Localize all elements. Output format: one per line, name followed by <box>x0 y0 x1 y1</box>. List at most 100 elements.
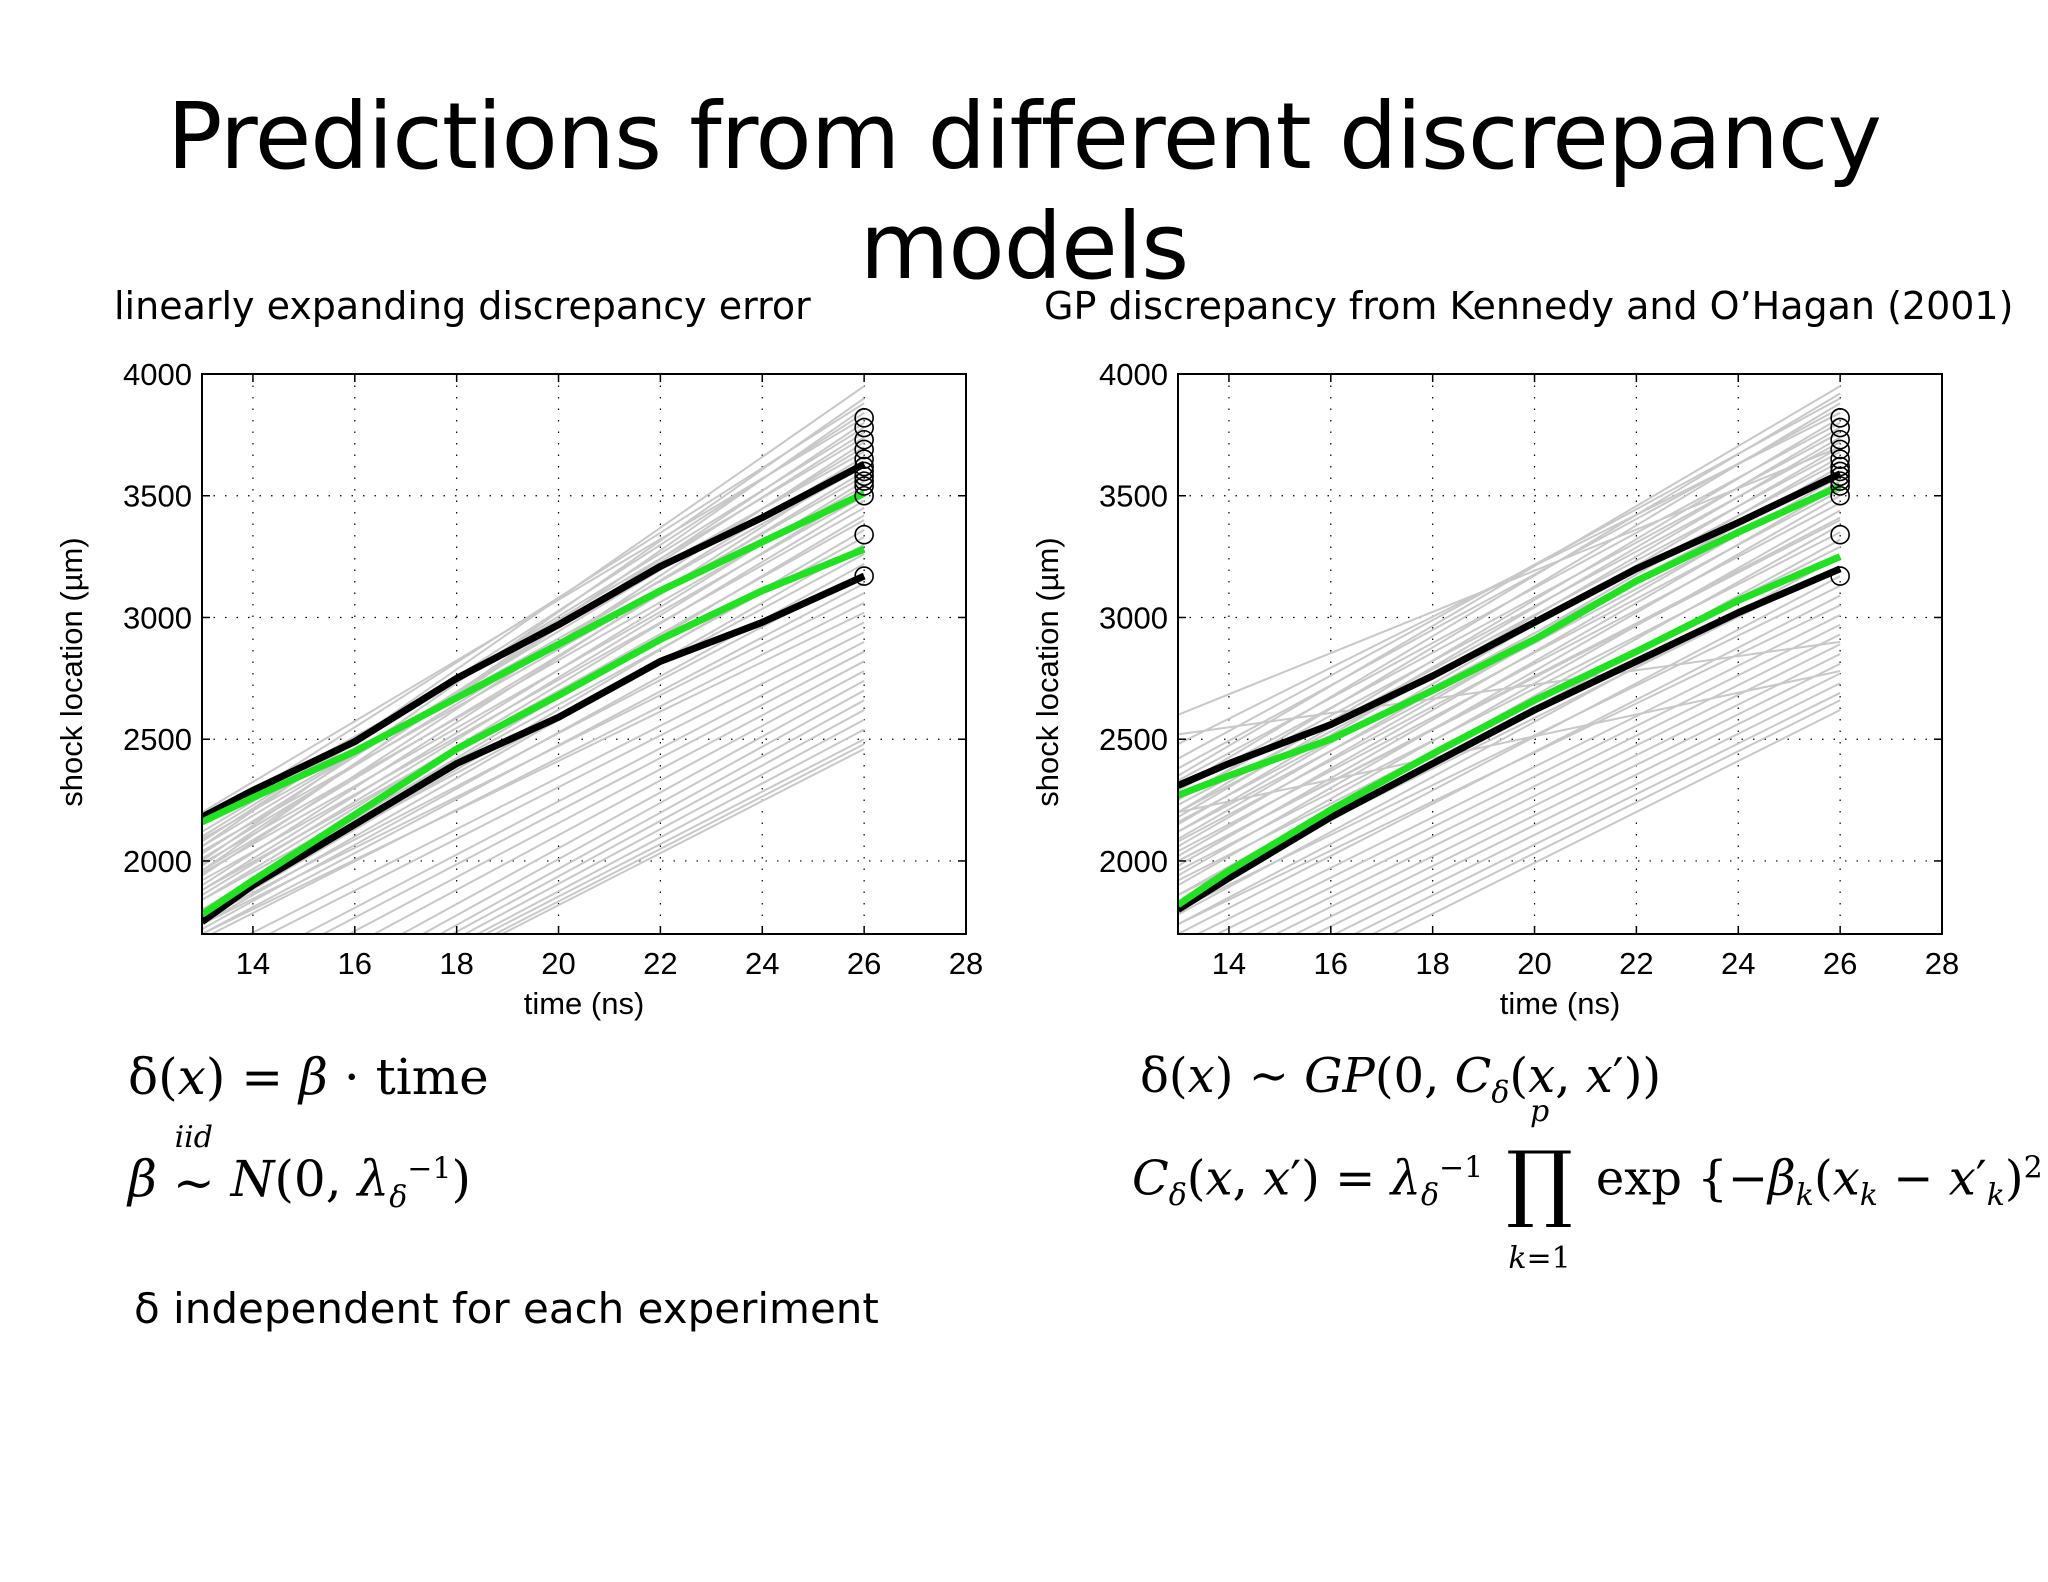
series-line-lower-black <box>202 572 866 925</box>
observation-marker <box>854 566 874 586</box>
ensemble-line <box>1178 670 1841 814</box>
x-tick-label: 16 <box>338 946 372 981</box>
ensemble-line <box>493 743 865 934</box>
observation-marker <box>1830 408 1850 428</box>
ensemble-line <box>209 601 865 934</box>
ensemble-line <box>202 507 865 882</box>
x-tick-label: 20 <box>1517 946 1551 981</box>
ensemble-line <box>202 460 865 887</box>
x-tick-label: 26 <box>847 946 881 981</box>
series-line-lower-green <box>1178 553 1842 908</box>
observation-marker <box>854 449 874 470</box>
observation-marker <box>854 471 874 491</box>
y-tick-label: 3500 <box>123 479 192 514</box>
observation-marker <box>854 476 874 496</box>
series-line-upper-green <box>202 490 866 826</box>
plot-frame <box>1177 373 1943 935</box>
ensemble-line <box>1178 446 1841 716</box>
ensemble-line <box>499 748 865 934</box>
ensemble-line <box>202 465 865 840</box>
observation-marker <box>854 485 874 506</box>
observation-marker <box>1830 485 1850 506</box>
observation-marker <box>1830 476 1850 496</box>
observation-marker <box>854 439 874 460</box>
y-axis-label: shock location (µm) <box>1036 537 1065 806</box>
ensemble-line <box>1178 584 1841 911</box>
x-tick-label: 28 <box>949 946 983 981</box>
ensemble-line <box>202 470 865 872</box>
observation-marker <box>1830 471 1850 491</box>
right-chart: 14 16 18 20 22 24 26 28 2000 2500 3000 3500 4000 time… <box>1036 360 1959 1021</box>
ensemble-line <box>1313 672 1841 934</box>
observation-marker <box>1830 466 1850 487</box>
y-tick-label: 4000 <box>123 360 192 392</box>
ensemble-line <box>372 670 865 934</box>
ensemble-line <box>266 631 865 934</box>
series-line-lower-black <box>1178 565 1842 913</box>
ensemble-line <box>1178 489 1841 843</box>
x-tick-label: 16 <box>1314 946 1348 981</box>
ensemble-line <box>202 611 865 934</box>
y-axis-label: shock location (µm) <box>60 537 89 806</box>
observation-marker <box>1830 439 1850 460</box>
observation-marker <box>1830 566 1850 586</box>
left-panel-title: linearly expanding discrepancy error <box>114 284 811 328</box>
ensemble-line <box>483 738 865 934</box>
ensemble-line <box>202 499 865 901</box>
observation-marker <box>1830 417 1850 438</box>
x-tick-label: 24 <box>1721 946 1755 981</box>
ensemble-line <box>399 679 865 934</box>
y-tick-label: 3500 <box>1099 479 1168 514</box>
series-line-upper-black <box>202 460 866 821</box>
ensemble-line <box>202 572 865 921</box>
observation-marker <box>854 466 874 487</box>
ensemble-line <box>202 416 865 814</box>
y-tick-label: 2500 <box>1099 722 1168 757</box>
ensemble-line <box>1178 604 1841 926</box>
ensemble-line <box>1254 643 1841 934</box>
ensemble-line <box>1178 502 1841 853</box>
ensemble-line <box>1178 640 1841 736</box>
ensemble-line <box>1178 575 1841 926</box>
x-tick-label: 28 <box>1925 946 1959 981</box>
ensemble-line <box>1273 653 1841 934</box>
ensemble-line <box>1178 509 1841 887</box>
y-tick-label: 3000 <box>123 600 192 635</box>
observation-marker <box>854 461 874 482</box>
ensemble-line <box>1195 614 1841 934</box>
ensemble-line <box>1178 519 1841 862</box>
left-equation-discrepancy: δ(x) = β · time <box>128 1048 489 1106</box>
ensemble-line <box>438 699 865 934</box>
observation-marker <box>854 429 874 450</box>
ensemble-line <box>1178 412 1841 745</box>
right-panel-title: GP discrepancy from Kennedy and O’Hagan … <box>1044 284 2014 328</box>
y-tick-label: 3000 <box>1099 600 1168 635</box>
ensemble-line <box>202 592 865 926</box>
ensemble-line <box>1178 494 1841 877</box>
ensemble-line <box>1352 692 1841 934</box>
x-tick-label: 22 <box>643 946 677 981</box>
ensemble-line <box>1332 682 1841 934</box>
right-equation-covariance: Cδ(x, x′) = λδ−1 p ∏ k=1 exp {−βk(xk − x′k… <box>1132 1094 2048 1276</box>
right-equation-gp: δ(x) ∼ GP(0, Cδ(x, x′)) <box>1140 1048 1662 1111</box>
ensemble-line <box>1178 531 1841 872</box>
observation-marker <box>854 417 874 438</box>
ensemble-line <box>1178 421 1841 782</box>
x-tick-label: 14 <box>236 946 270 981</box>
ensemble-line <box>347 660 865 934</box>
x-axis-label: time (ns) <box>524 986 645 1021</box>
y-tick-label: 2500 <box>123 722 192 757</box>
observation-marker <box>1830 429 1850 450</box>
y-tick-label: 4000 <box>1099 360 1168 392</box>
series-line-upper-black <box>1178 470 1842 789</box>
observation-marker <box>1830 524 1850 545</box>
x-tick-label: 24 <box>745 946 779 981</box>
ensemble-line <box>462 718 865 934</box>
observation-marker <box>854 524 874 545</box>
plot-frame <box>201 373 967 935</box>
x-tick-label: 20 <box>541 946 575 981</box>
y-tick-label: 2000 <box>123 844 192 879</box>
x-tick-label: 26 <box>1823 946 1857 981</box>
x-tick-label: 14 <box>1212 946 1246 981</box>
ensemble-line <box>1234 633 1841 934</box>
